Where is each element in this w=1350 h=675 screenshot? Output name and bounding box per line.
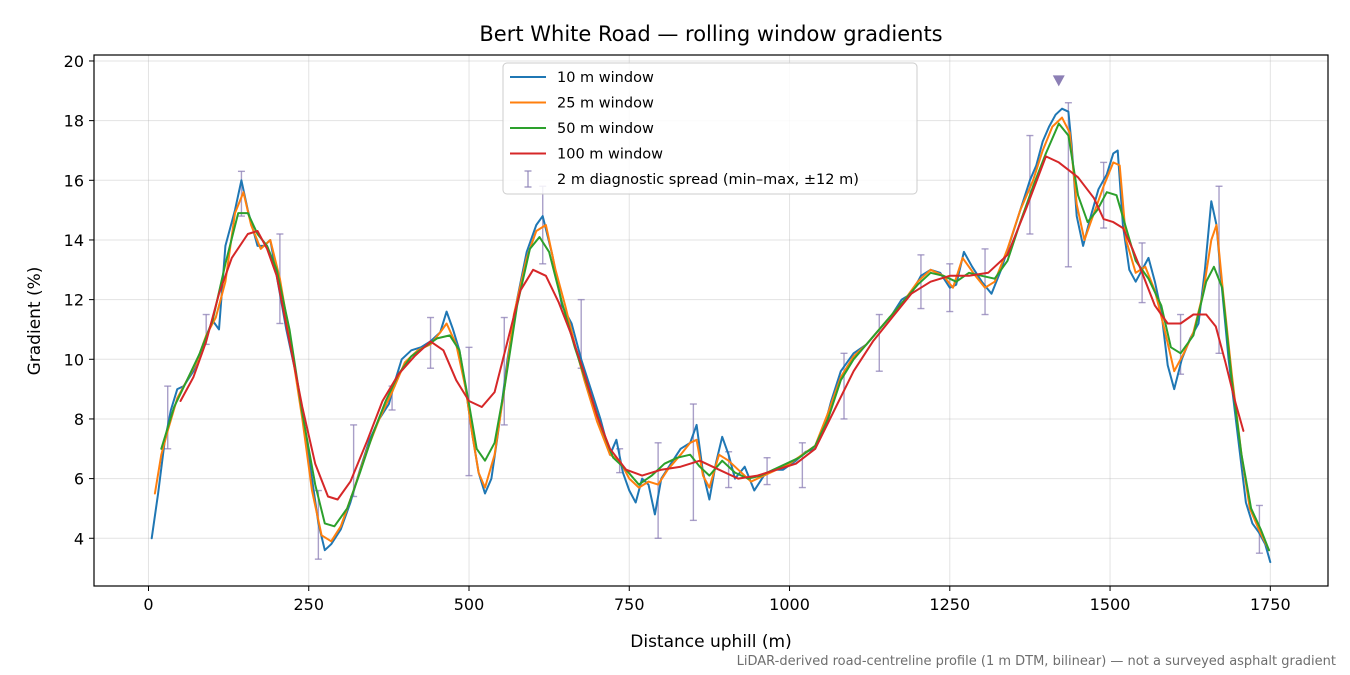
x-tick-label: 1750 xyxy=(1250,595,1291,614)
y-tick-label: 18 xyxy=(64,112,84,131)
error-bar xyxy=(1026,134,1034,235)
error-bar xyxy=(1215,185,1223,355)
legend-box xyxy=(502,62,918,195)
x-tick-label: 1500 xyxy=(1090,595,1131,614)
x-axis-label: Distance uphill (m) xyxy=(630,632,791,652)
legend-label: 100 m window xyxy=(557,147,663,163)
y-tick-label: 6 xyxy=(74,470,84,489)
x-tick-label: 1000 xyxy=(769,595,810,614)
legend: 10 m window 25 m window 50 m window 100 m w… xyxy=(502,62,918,195)
series-line-4 xyxy=(179,155,1245,501)
legend-label: 25 m window xyxy=(557,96,654,112)
footnote: LiDAR-derived road-centreline profile (1… xyxy=(737,654,1336,669)
series-lines xyxy=(150,107,1272,564)
error-bar xyxy=(654,442,662,539)
y-tick-label: 16 xyxy=(64,171,84,190)
error-bar xyxy=(798,442,806,489)
plot-frame xyxy=(93,54,1329,587)
error-bars xyxy=(164,102,1263,560)
chart-title: Bert White Road — rolling window gradien… xyxy=(479,22,942,46)
x-tick-label: 750 xyxy=(614,595,645,614)
y-tick-label: 8 xyxy=(74,410,84,429)
error-bar xyxy=(763,457,771,486)
error-bar xyxy=(981,248,989,316)
y-tick-label: 4 xyxy=(74,529,84,548)
legend-swatch xyxy=(524,170,532,188)
error-bar xyxy=(840,352,848,420)
x-tick-label: 1250 xyxy=(929,595,970,614)
error-bar xyxy=(500,316,508,426)
x-tick-label: 250 xyxy=(293,595,324,614)
legend-label: 10 m window xyxy=(557,70,654,86)
series-line-2 xyxy=(153,116,1270,552)
y-tick-label: 12 xyxy=(64,291,84,310)
error-bar xyxy=(237,170,245,217)
y-axis-label: Gradient (%) xyxy=(25,267,45,376)
y-tick-label: 20 xyxy=(64,52,84,71)
y-tick-label: 10 xyxy=(64,350,84,369)
error-bar xyxy=(164,385,172,450)
marker-layer xyxy=(1052,75,1065,87)
error-bar xyxy=(875,313,883,372)
legend-label: 50 m window xyxy=(557,121,654,137)
grid xyxy=(94,55,1328,586)
legend-label: 2 m diagnostic spread (min–max, ±12 m) xyxy=(557,172,859,188)
peak-marker xyxy=(1052,75,1065,87)
x-tick-label: 0 xyxy=(143,595,153,614)
series-line-1 xyxy=(150,107,1272,564)
axis-ticks: 0 250 500 750 1000 1250 1500 1750 4 6 8 10 12 14 16 18 2… xyxy=(64,52,1291,614)
x-tick-label: 500 xyxy=(454,595,485,614)
y-tick-label: 14 xyxy=(64,231,84,250)
